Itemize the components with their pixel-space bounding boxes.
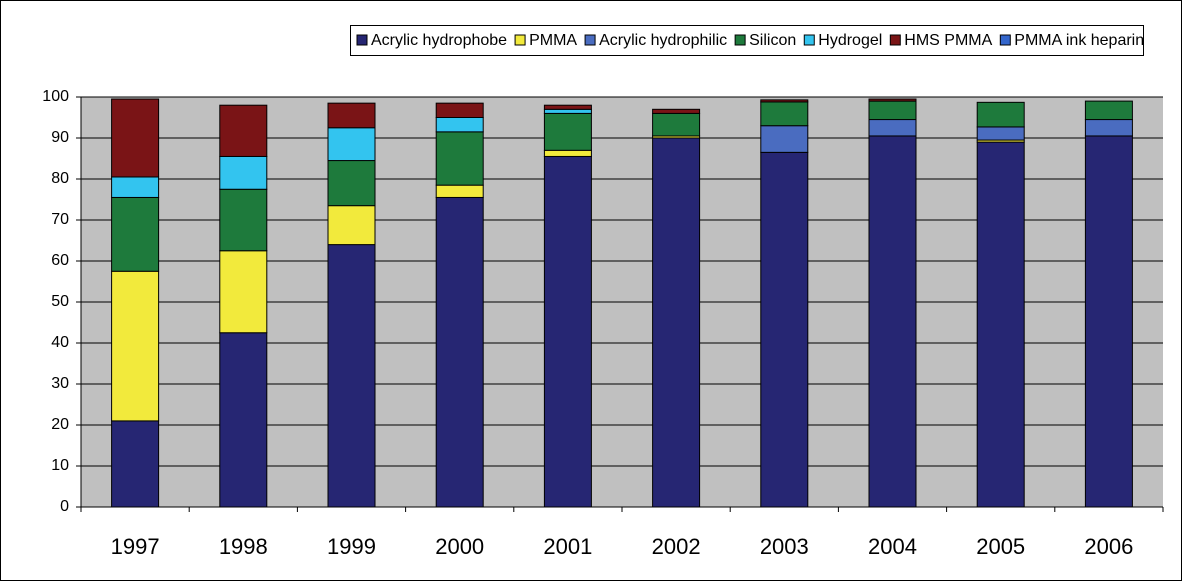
bar-segment <box>435 131 484 186</box>
legend-label: PMMA <box>529 32 577 49</box>
bar-segment <box>976 101 1025 128</box>
y-tick-label: 40 <box>51 334 69 351</box>
y-tick-label: 60 <box>51 252 69 269</box>
bar-segment <box>1084 119 1133 137</box>
bar-segment <box>543 108 592 114</box>
legend-swatch <box>734 34 746 46</box>
legend-swatch <box>584 34 596 46</box>
bar-segment <box>111 196 160 272</box>
x-tick-label: 2001 <box>543 534 592 559</box>
bar-segment <box>327 160 376 207</box>
legend-label: HMS PMMA <box>904 32 992 49</box>
bar-segment <box>435 196 484 508</box>
bar-segment <box>219 188 268 252</box>
bar-segment <box>543 112 592 151</box>
x-tick-label: 1999 <box>327 534 376 559</box>
legend-box <box>350 25 1144 56</box>
legend-swatch <box>514 34 526 46</box>
y-tick-label: 10 <box>51 457 69 474</box>
bar-segment <box>760 101 809 127</box>
bar-segment <box>976 141 1025 508</box>
legend-label: Hydrogel <box>818 32 882 49</box>
bar-segment <box>327 205 376 246</box>
legend-label: Acrylic hydrophilic <box>599 32 727 49</box>
bar-segment <box>327 127 376 162</box>
y-tick-label: 20 <box>51 416 69 433</box>
bar-segment <box>219 332 268 508</box>
bar-segment <box>111 270 160 422</box>
bar-segment <box>111 98 160 178</box>
x-tick-label: 1997 <box>111 534 160 559</box>
x-tick-label: 2003 <box>760 534 809 559</box>
x-tick-label: 2006 <box>1084 534 1133 559</box>
bar-segment <box>652 112 701 137</box>
legend-swatch <box>356 34 368 46</box>
bar-segment <box>652 108 701 114</box>
x-tick-label: 2004 <box>868 534 917 559</box>
legend-label: Acrylic hydrophobe <box>371 32 507 49</box>
bar-segment <box>435 102 484 119</box>
bar-segment <box>976 126 1025 141</box>
x-tick-label: 2000 <box>435 534 484 559</box>
legend-label: PMMA ink heparin <box>1014 32 1144 49</box>
bar-segment <box>760 99 809 103</box>
y-tick-label: 100 <box>42 88 69 105</box>
bar-segment <box>111 420 160 508</box>
bar-segment <box>1084 100 1133 121</box>
bar-segment <box>219 250 268 334</box>
y-tick-label: 50 <box>51 293 69 310</box>
bar-segment <box>760 125 809 153</box>
bar-segment <box>435 184 484 198</box>
x-tick-label: 2002 <box>652 534 701 559</box>
bar-segment <box>327 244 376 508</box>
y-tick-label: 80 <box>51 170 69 187</box>
bar-segment <box>435 117 484 133</box>
bar-segment <box>219 155 268 190</box>
bar-segment <box>219 104 268 157</box>
x-tick-label: 1998 <box>219 534 268 559</box>
bar-segment <box>543 149 592 157</box>
legend-swatch <box>999 34 1011 46</box>
bar-segment <box>327 102 376 129</box>
y-tick-label: 0 <box>60 498 69 515</box>
legend-swatch <box>803 34 815 46</box>
legend-label: Silicon <box>749 32 796 49</box>
bar-segment <box>868 100 917 121</box>
bar-segment <box>652 137 701 508</box>
bar-segment <box>868 135 917 508</box>
bar-segment <box>111 176 160 198</box>
y-tick-label: 70 <box>51 211 69 228</box>
bar-segment <box>543 155 592 508</box>
bar-segment <box>868 119 917 137</box>
bar-segment <box>543 104 592 110</box>
legend-swatch <box>889 34 901 46</box>
bar-segment <box>1084 135 1133 508</box>
y-tick-label: 30 <box>51 375 69 392</box>
x-tick-label: 2005 <box>976 534 1025 559</box>
bar-segment <box>868 98 917 102</box>
y-tick-label: 90 <box>51 129 69 146</box>
bar-segment <box>760 151 809 508</box>
